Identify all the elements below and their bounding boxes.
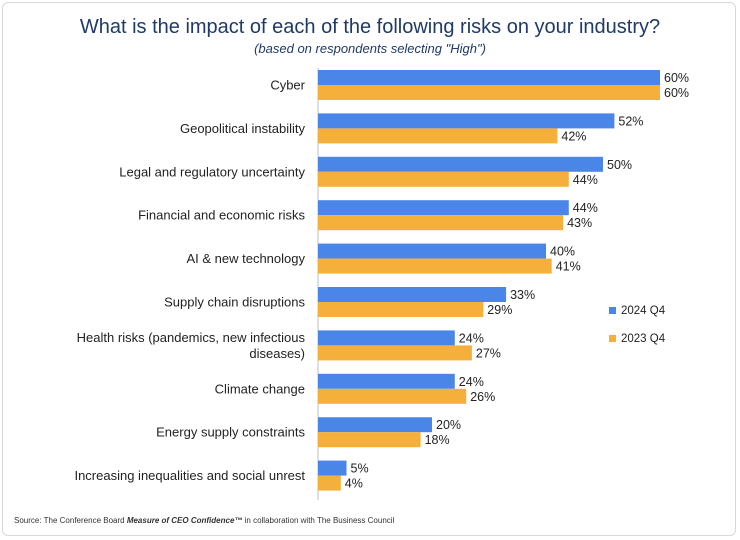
chart-title: What is the impact of each of the follow… <box>79 16 661 38</box>
category-label-line: Supply chain disruptions <box>164 295 305 310</box>
bar-2023-q4 <box>318 171 569 187</box>
bar-2024-q4 <box>318 156 603 172</box>
bar-2023-q4 <box>318 128 558 144</box>
category-label-line: Financial and economic risks <box>138 208 305 223</box>
legend-swatch <box>609 335 616 342</box>
data-label: 52% <box>618 114 643 128</box>
category-label-line: Geopolitical instability <box>180 121 306 136</box>
bar-2023-q4 <box>318 258 552 274</box>
data-label: 42% <box>561 129 586 143</box>
data-label: 20% <box>436 418 461 432</box>
data-label: 26% <box>470 390 495 404</box>
data-label: 41% <box>556 260 581 274</box>
bar-2023-q4 <box>318 388 467 404</box>
legend-label: 2023 Q4 <box>621 333 666 345</box>
bar-2024-q4 <box>318 243 546 259</box>
data-label: 60% <box>664 86 689 100</box>
category-label-line: Climate change <box>215 381 305 396</box>
category-label: Health risks (pandemics, new infectious d… <box>77 330 306 361</box>
bar-2024-q4 <box>318 330 455 346</box>
category-label-line: Health risks (pandemics, new infectious <box>77 330 306 345</box>
legend-label: 2024 Q4 <box>621 305 666 317</box>
data-label: 27% <box>476 346 501 360</box>
source-prefix: Source: The Conference Board <box>14 516 127 525</box>
category-label-line: Cyber <box>270 78 305 93</box>
category-label: Supply chain disruptions <box>164 295 305 310</box>
data-label: 40% <box>550 245 575 259</box>
category-label: AI & new technology <box>186 251 305 266</box>
source-emphasis: Measure of CEO Confidence™ <box>126 516 243 525</box>
data-label: 29% <box>487 303 512 317</box>
source-note: Source: The Conference Board Measure of … <box>14 516 394 525</box>
bar-2023-q4 <box>318 85 660 100</box>
bar-2024-q4 <box>318 460 347 476</box>
bar-2023-q4 <box>318 475 341 491</box>
data-label: 4% <box>345 477 363 491</box>
data-label: 43% <box>567 216 592 230</box>
data-label: 33% <box>510 288 535 302</box>
bar-2023-q4 <box>318 215 564 231</box>
bar-2024-q4 <box>318 200 569 216</box>
data-label: 50% <box>607 158 632 172</box>
category-label: Energy supply constraints <box>156 425 305 440</box>
bar-2023-q4 <box>318 302 484 317</box>
source-suffix: in collaboration with The Business Counc… <box>242 516 395 525</box>
data-label: 60% <box>664 71 689 85</box>
category-label: Cyber <box>270 78 305 93</box>
bar-2024-q4 <box>318 373 455 389</box>
category-label-line: Increasing inequalities and social unres… <box>74 468 305 483</box>
category-label: Climate change <box>215 381 305 396</box>
data-label: 18% <box>425 433 450 447</box>
data-label: 24% <box>459 375 484 389</box>
bar-2024-q4 <box>318 287 507 302</box>
bar-2024-q4 <box>318 70 660 85</box>
bar-2023-q4 <box>318 432 421 448</box>
category-label: Increasing inequalities and social unres… <box>74 468 305 483</box>
bar-2024-q4 <box>318 113 615 129</box>
data-label: 44% <box>573 173 598 187</box>
category-label: Geopolitical instability <box>180 121 306 136</box>
category-label-line: Legal and regulatory uncertainty <box>119 164 305 179</box>
legend-swatch <box>609 307 616 314</box>
category-label-line: Energy supply constraints <box>156 425 305 440</box>
bar-2023-q4 <box>318 345 472 361</box>
category-label: Legal and regulatory uncertainty <box>119 164 305 179</box>
data-label: 24% <box>459 331 484 345</box>
category-label-line: diseases) <box>249 346 305 361</box>
bar-2024-q4 <box>318 417 432 433</box>
data-label: 44% <box>573 201 598 215</box>
category-label-line: AI & new technology <box>186 251 305 266</box>
chart-subtitle: (based on respondents selecting "High") <box>254 41 486 56</box>
category-label: Financial and economic risks <box>138 208 305 223</box>
data-label: 5% <box>351 462 369 476</box>
